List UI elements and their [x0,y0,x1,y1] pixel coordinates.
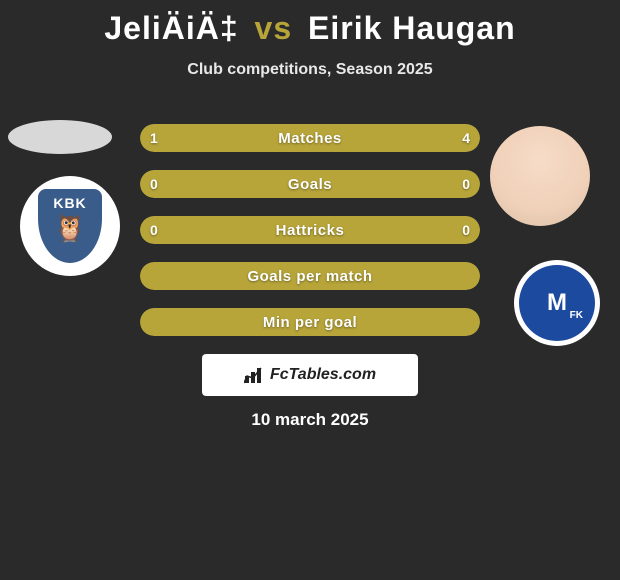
stat-row: Goals per match [140,262,480,290]
vs-label: vs [255,10,293,46]
team2-crest-text: M [547,289,567,317]
page-title: JeliÄiÄ‡ vs Eirik Haugan [0,0,620,47]
player2-name: Eirik Haugan [308,10,516,46]
stat-row: Min per goal [140,308,480,336]
team2-crest-inner: M FK [519,265,595,341]
player1-avatar [8,120,112,154]
stat-row: 00Hattricks [140,216,480,244]
date-label: 10 march 2025 [0,410,620,430]
team1-shield: KBK 🦉 [38,189,102,263]
owl-icon: 🦉 [54,215,86,241]
brand-text: FcTables.com [270,366,376,384]
stats-container: 14Matches 00Goals 00Hattricks Goals per mat… [140,124,480,354]
bar-chart-icon [244,366,266,384]
stat-label: Goals [140,170,480,198]
stat-row: 14Matches [140,124,480,152]
team1-crest-text: KBK [53,195,86,211]
stat-label: Hattricks [140,216,480,244]
stat-row: 00Goals [140,170,480,198]
player1-name: JeliÄiÄ‡ [104,10,238,46]
player2-avatar [490,126,590,226]
stat-label: Goals per match [140,262,480,290]
brand-badge[interactable]: FcTables.com [202,354,418,396]
stat-label: Matches [140,124,480,152]
team2-crest: M FK [514,260,600,346]
team2-crest-sub: FK [570,310,583,321]
subtitle: Club competitions, Season 2025 [0,61,620,79]
team1-crest: KBK 🦉 [20,176,120,276]
stat-label: Min per goal [140,308,480,336]
